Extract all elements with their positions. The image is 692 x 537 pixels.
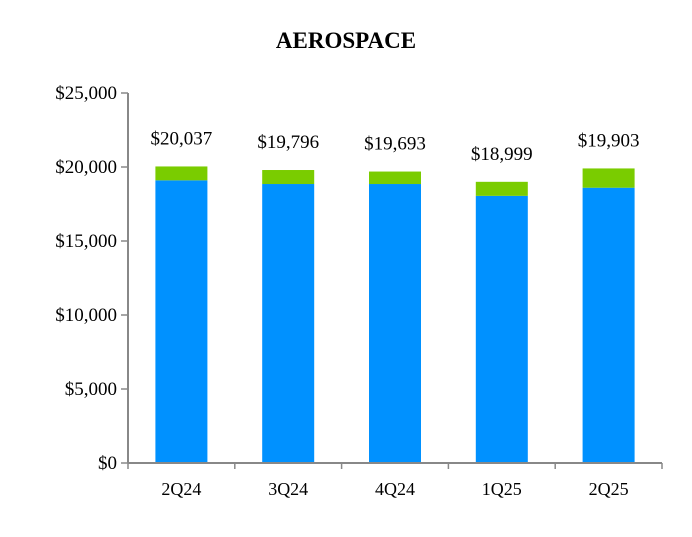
data-label-3Q24: $19,796 — [257, 132, 319, 153]
bar-segment-2Q25-s0 — [582, 187, 635, 463]
bar-segment-3Q24-s1 — [262, 170, 315, 185]
chart-title: AEROSPACE — [276, 28, 416, 53]
bar-segment-2Q24-s1 — [155, 166, 208, 181]
bar-segment-4Q24-s1 — [369, 171, 421, 185]
data-label-2Q24: $20,037 — [151, 128, 213, 149]
data-label-2Q25: $19,903 — [578, 130, 640, 151]
y-tick-label: $25,000 — [55, 83, 117, 104]
y-tick-label: $15,000 — [55, 231, 117, 252]
bar-segment-1Q25-s1 — [475, 181, 528, 196]
bar-segment-1Q25-s0 — [475, 195, 528, 464]
y-tick-label: $0 — [98, 453, 117, 474]
data-label-4Q24: $19,693 — [364, 134, 426, 155]
bar-segment-3Q24-s0 — [262, 184, 315, 463]
bar-segment-4Q24-s0 — [369, 184, 421, 463]
y-tick-label: $5,000 — [65, 379, 117, 400]
y-tick-label: $20,000 — [55, 157, 117, 178]
x-tick-label-3Q24: 3Q24 — [268, 479, 308, 499]
y-tick-label: $10,000 — [55, 305, 117, 326]
bar-segment-2Q25-s1 — [582, 168, 635, 188]
bar-segment-2Q24-s0 — [155, 180, 208, 463]
x-tick-label-1Q25: 1Q25 — [482, 479, 522, 499]
data-label-1Q25: $18,999 — [471, 144, 533, 165]
x-tick-label-2Q25: 2Q25 — [589, 479, 629, 499]
x-tick-label-4Q24: 4Q24 — [375, 479, 415, 499]
x-tick-label-2Q24: 2Q24 — [161, 479, 201, 499]
